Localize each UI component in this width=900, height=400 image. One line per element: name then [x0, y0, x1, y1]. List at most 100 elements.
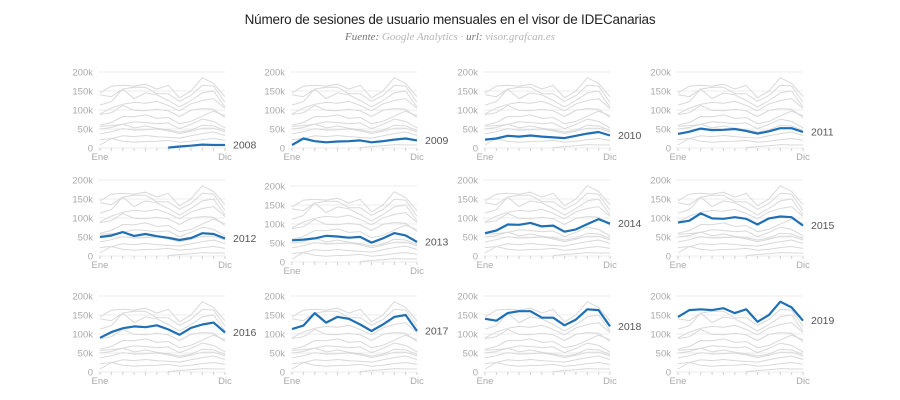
y-tick-label: 200k	[264, 68, 285, 79]
y-tick-label: 50k	[656, 125, 672, 136]
x-tick-label: Ene	[92, 152, 109, 163]
y-tick-label: 50k	[78, 233, 94, 244]
x-tick-label: Dic	[796, 152, 810, 163]
y-tick-label: 50k	[270, 125, 286, 136]
context-line-2011	[484, 351, 611, 359]
series-label-2014: 2014	[618, 218, 642, 230]
context-line-2017	[99, 196, 226, 216]
context-line-2008	[360, 368, 417, 373]
context-line-2018	[677, 84, 804, 103]
context-line-2017	[99, 88, 226, 108]
context-line-2013	[484, 226, 611, 238]
y-tick-label: 150k	[264, 87, 285, 98]
series-line-2010	[484, 130, 611, 141]
y-tick-label: 100k	[264, 330, 285, 341]
context-line-2010	[677, 131, 804, 141]
context-line-2015	[484, 328, 611, 343]
context-line-2016	[484, 322, 611, 339]
context-line-2015	[291, 328, 418, 343]
y-tick-label: 150k	[457, 311, 478, 322]
context-line-2016	[677, 98, 804, 115]
context-line-2017	[677, 196, 804, 216]
x-tick-label: Ene	[670, 152, 687, 163]
x-tick-label: Dic	[410, 152, 424, 163]
series-line-2011	[677, 127, 804, 135]
y-tick-label: 50k	[270, 239, 286, 250]
x-tick-label: Dic	[218, 260, 232, 271]
source-value: Google Analytics	[381, 31, 458, 43]
y-tick-label: 50k	[656, 349, 672, 360]
y-tick-label: 200k	[264, 182, 285, 193]
context-line-2009	[484, 361, 611, 370]
y-tick-label: 0	[280, 144, 285, 155]
context-line-2018	[677, 192, 804, 211]
y-tick-label: 200k	[72, 176, 93, 187]
y-tick-label: 150k	[457, 195, 478, 206]
context-line-2013	[291, 342, 418, 354]
y-tick-label: 100k	[457, 330, 478, 341]
context-line-2011	[291, 241, 418, 249]
x-tick-label: Ene	[92, 376, 109, 387]
context-line-2014	[677, 218, 804, 234]
context-line-2010	[99, 239, 226, 249]
y-tick-label: 50k	[270, 349, 286, 360]
context-line-2017	[484, 88, 611, 108]
panel-2017: 0 50k 100k 150k 200k Ene Dic 2017	[264, 292, 448, 388]
y-tick-label: 200k	[457, 176, 478, 187]
x-tick-label: Ene	[477, 152, 494, 163]
context-line-2011	[677, 351, 804, 359]
context-line-2009	[99, 137, 226, 146]
y-tick-label: 0	[666, 252, 671, 263]
series-line-2014	[484, 218, 611, 235]
y-tick-label: 150k	[264, 311, 285, 322]
context-line-2009	[291, 251, 418, 260]
context-line-2011	[484, 235, 611, 243]
y-tick-label: 100k	[72, 106, 93, 117]
series-label-2019: 2019	[811, 315, 835, 327]
context-line-2011	[291, 127, 418, 135]
series-line-2017	[291, 312, 418, 333]
context-line-2018	[291, 198, 418, 217]
y-tick-label: 0	[280, 258, 285, 269]
context-line-2016	[291, 98, 418, 115]
series-line-2015	[677, 212, 804, 227]
context-line-2008	[360, 258, 417, 263]
context-line-2013	[291, 118, 418, 130]
context-line-2015	[99, 104, 226, 119]
panel-2018: 0 50k 100k 150k 200k Ene Dic 2018	[457, 292, 641, 388]
y-tick-label: 0	[88, 144, 93, 155]
context-line-2018	[484, 84, 611, 103]
x-tick-label: Ene	[477, 260, 494, 271]
context-line-2011	[484, 127, 611, 135]
context-line-2015	[484, 212, 611, 227]
context-line-2009	[677, 361, 804, 370]
context-line-2008	[168, 252, 225, 257]
context-line-2013	[99, 118, 226, 130]
context-line-2010	[677, 355, 804, 365]
y-tick-label: 0	[666, 368, 671, 379]
y-tick-label: 150k	[72, 195, 93, 206]
context-line-2017	[677, 88, 804, 108]
context-line-2019	[677, 77, 804, 99]
context-line-2008	[168, 368, 225, 373]
context-line-2016	[677, 322, 804, 339]
context-line-2016	[99, 206, 226, 223]
context-line-2013	[484, 118, 611, 130]
y-tick-label: 150k	[72, 87, 93, 98]
context-line-2008	[553, 252, 610, 257]
context-line-2009	[677, 245, 804, 254]
page-title: Número de sesiones de usuario mensuales …	[244, 12, 656, 27]
x-tick-label: Dic	[410, 376, 424, 387]
context-line-2019	[291, 77, 418, 99]
context-line-2017	[484, 196, 611, 216]
context-line-2019	[99, 185, 226, 207]
y-tick-label: 0	[473, 144, 478, 155]
context-line-2016	[99, 98, 226, 115]
context-line-2017	[291, 88, 418, 108]
x-tick-label: Ene	[284, 376, 301, 387]
context-line-2008	[553, 144, 610, 149]
x-tick-label: Dic	[796, 260, 810, 271]
context-line-2018	[99, 308, 226, 327]
